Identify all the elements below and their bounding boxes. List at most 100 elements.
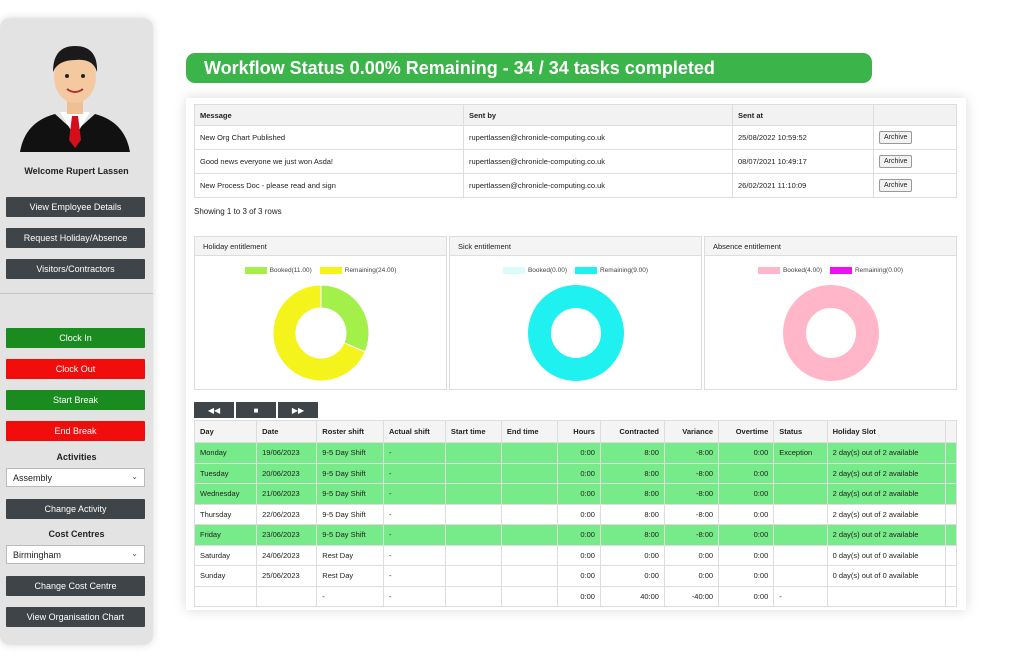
donut-chart (527, 285, 624, 381)
column-header[interactable]: Sent at (732, 104, 874, 126)
column-header[interactable]: Hours (556, 420, 601, 443)
roster-cell (500, 524, 558, 546)
activities-label: Activities (56, 452, 97, 462)
message-date: 25/08/2022 10:59:52 (732, 125, 874, 150)
visitors-contractors-button[interactable]: Visitors/Contractors (6, 259, 145, 279)
roster-cell: Rest Day (316, 544, 384, 566)
roster-cell (773, 524, 828, 546)
roster-cell: Thursday (193, 503, 258, 525)
roster-cell: 8:00 (599, 503, 665, 525)
roster-cell (444, 565, 502, 587)
start-break-button[interactable]: Start Break (6, 390, 145, 410)
message-sender: rupertlassen@chronicle-computing.co.uk (463, 125, 733, 150)
roster-cell: 0:00 (718, 442, 775, 464)
current-week-button[interactable]: ■ (236, 402, 276, 418)
roster-cell (500, 503, 558, 525)
change-activity-button[interactable]: Change Activity (6, 499, 145, 519)
chart-legend: Booked(0.00) Remaining(9.00) (450, 267, 701, 274)
request-holiday-button[interactable]: Request Holiday/Absence (6, 228, 145, 248)
end-break-button[interactable]: End Break (6, 421, 145, 441)
roster-cell (444, 544, 502, 566)
roster-cell: -8:00 (663, 442, 720, 464)
column-header[interactable]: Message (194, 104, 464, 126)
roster-cell (773, 483, 828, 505)
next-week-button[interactable]: ▶▶ (278, 402, 318, 418)
column-header[interactable]: Start time (444, 420, 502, 443)
roster-cell: Exception (773, 442, 828, 464)
message-sender: rupertlassen@chronicle-computing.co.uk (463, 173, 733, 198)
donut-slice[interactable] (320, 284, 369, 353)
legend-item[interactable]: Remaining(0.00) (829, 267, 903, 274)
cost-centre-select-value: Birmingham (13, 549, 62, 560)
archive-button[interactable]: Archive (879, 131, 913, 144)
roster-cell (500, 483, 558, 505)
column-header[interactable]: Status (773, 420, 828, 443)
roster-cell: 2 day(s) out of 2 available (826, 483, 947, 505)
roster-cell: 9-5 Day Shift (316, 442, 384, 464)
roster-cell: - (382, 483, 446, 505)
clock-out-button[interactable]: Clock Out (6, 359, 145, 379)
roster-cell: Sunday (193, 565, 258, 587)
column-header[interactable]: Roster shift (316, 420, 384, 443)
column-header[interactable]: Holiday Slot (826, 420, 947, 443)
message-text: New Process Doc - please read and sign (194, 173, 464, 198)
roster-cell: - (382, 503, 446, 525)
workflow-status-bar: Workflow Status 0.00% Remaining - 34 / 3… (186, 53, 872, 83)
column-header[interactable]: Actual shift (382, 420, 446, 443)
column-header[interactable]: End time (500, 420, 558, 443)
roster-cell: -8:00 (663, 483, 720, 505)
donut-slice[interactable] (272, 284, 366, 382)
view-organisation-chart-button[interactable]: View Organisation Chart (6, 607, 145, 627)
roster-cell: 0:00 (556, 483, 601, 505)
chevron-down-icon: ⌄ (131, 549, 138, 558)
roster-cell: 8:00 (599, 524, 665, 546)
roster-cell: -8:00 (663, 524, 720, 546)
message-date: 26/02/2021 11:10:09 (732, 173, 874, 198)
legend-item[interactable]: Remaining(9.00) (574, 267, 648, 274)
donut-chart (782, 285, 879, 381)
roster-cell: 0:00 (663, 544, 720, 566)
roster-cell: -8:00 (663, 503, 720, 525)
sidebar: Welcome Rupert Lassen View Employee Deta… (0, 18, 153, 645)
donut-slice[interactable] (527, 285, 624, 381)
roster-row: Sunday 25/06/2023 Rest Day -0:00 0:00 0:00 0:0… (193, 565, 957, 587)
roster-cell: - (382, 544, 446, 566)
roster-cell: -40:00 (663, 585, 720, 607)
column-header[interactable]: Date (256, 420, 318, 443)
legend-label: Booked(4.00) (782, 267, 822, 274)
roster-cell (945, 503, 957, 525)
welcome-text: Welcome Rupert Lassen (24, 166, 129, 176)
column-header[interactable]: Sent by (463, 104, 733, 126)
clock-in-button[interactable]: Clock In (6, 328, 145, 348)
activity-select[interactable]: Assembly ⌄ (6, 468, 145, 487)
legend-swatch (319, 267, 342, 274)
roster-cell: 8:00 (599, 442, 665, 464)
archive-button[interactable]: Archive (879, 179, 913, 192)
column-header[interactable]: Variance (663, 420, 720, 443)
roster-cell: Rest Day (316, 565, 384, 587)
previous-week-button[interactable]: ◀◀ (194, 402, 234, 418)
legend-item[interactable]: Booked(0.00) (502, 267, 567, 274)
legend-item[interactable]: Booked(11.00) (244, 267, 312, 274)
roster-cell (500, 544, 558, 566)
cost-centre-select[interactable]: Birmingham ⌄ (6, 545, 145, 564)
sick-entitlement-chart: Sick entitlement Booked(0.00) Remaining(… (449, 236, 702, 390)
roster-cell: 9-5 Day Shift (316, 524, 384, 546)
view-employee-details-button[interactable]: View Employee Details (6, 197, 145, 217)
column-header[interactable]: Contracted (599, 420, 665, 443)
legend-item[interactable]: Remaining(24.00) (319, 267, 396, 274)
change-cost-centre-button[interactable]: Change Cost Centre (6, 576, 145, 596)
donut-slice[interactable] (782, 285, 879, 381)
activity-select-value: Assembly (13, 472, 53, 483)
message-row: Good news everyone we just won Asda! rup… (194, 149, 957, 174)
roster-cell (773, 462, 828, 484)
legend-item[interactable]: Booked(4.00) (757, 267, 822, 274)
column-header[interactable] (945, 420, 957, 443)
absence-entitlement-chart: Absence entitlement Booked(4.00) Remaini… (704, 236, 957, 390)
roster-row: Friday 23/06/2023 9-5 Day Shift -0:00 8:00 -8… (193, 524, 957, 546)
column-header[interactable]: Day (193, 420, 258, 443)
archive-button[interactable]: Archive (879, 155, 913, 168)
legend-label: Booked(11.00) (269, 267, 312, 274)
column-header[interactable]: Overtime (718, 420, 775, 443)
roster-cell (500, 565, 558, 587)
